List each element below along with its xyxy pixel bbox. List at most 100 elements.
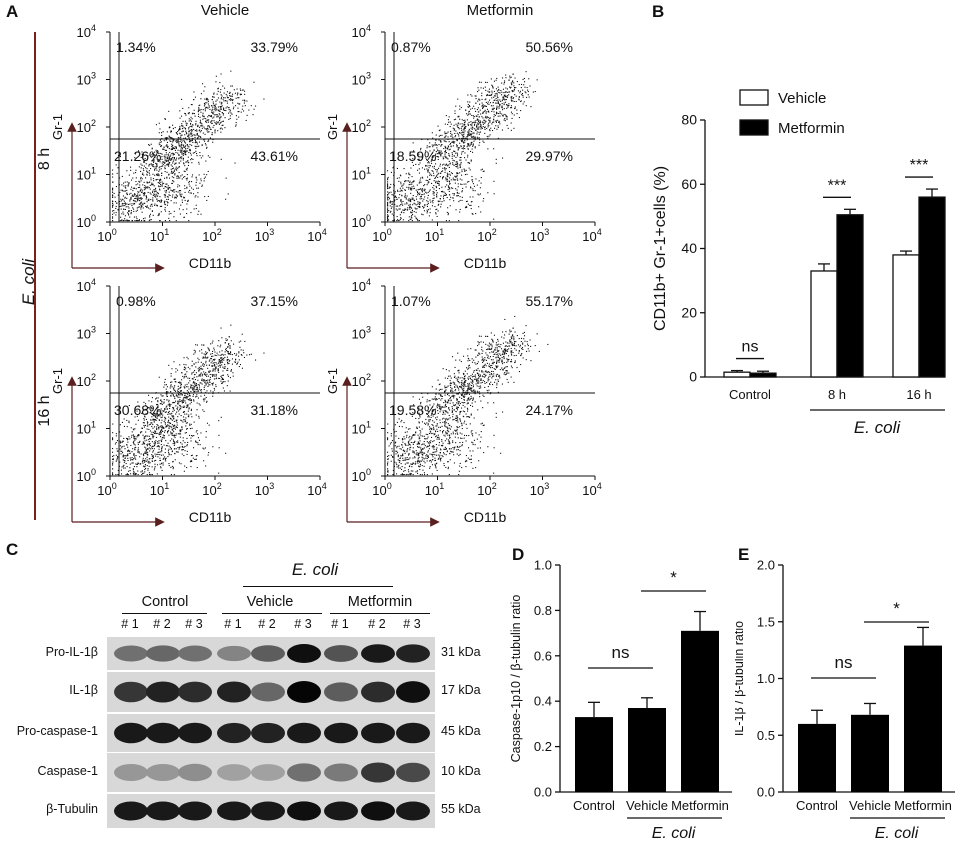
y-axis-label: Caspase-1p10 / β-tubulin ratio bbox=[509, 595, 523, 763]
y-tick-label: 1.0 bbox=[534, 558, 552, 573]
flow-dots bbox=[387, 71, 538, 222]
x-tick-label: Control bbox=[573, 798, 615, 813]
quadrant-ll-pct: 21.26% bbox=[114, 148, 161, 164]
blot-kda-label: 17 kDa bbox=[441, 683, 481, 697]
quadrant-ur-pct: 50.56% bbox=[526, 39, 573, 55]
flow-dots bbox=[112, 70, 265, 222]
group-label: E. coli bbox=[652, 825, 696, 842]
blot-band bbox=[361, 644, 395, 663]
blot-band bbox=[324, 801, 358, 821]
blot-band bbox=[324, 722, 358, 744]
blot-line-vehicle bbox=[222, 613, 322, 615]
blot-kda-label: 31 kDa bbox=[441, 644, 481, 659]
blot-kda-label: 45 kDa bbox=[441, 724, 481, 738]
chart-d-svg: 0.0 0.2 0.4 0.6 0.8 1.0 Control Vehicle Metformi… bbox=[509, 558, 732, 842]
bar-metformin bbox=[836, 214, 864, 378]
lane-label: # 3 bbox=[185, 617, 203, 631]
blot-band bbox=[251, 722, 285, 744]
lane-label: # 2 bbox=[368, 617, 386, 631]
blot-band bbox=[396, 762, 430, 783]
y-tick-label: 101 bbox=[77, 166, 96, 183]
blot-band bbox=[251, 764, 285, 781]
y-tick-label: 0 bbox=[689, 369, 697, 385]
legend-label-vehicle: Vehicle bbox=[778, 90, 826, 107]
blot-band bbox=[114, 681, 148, 703]
x-tick-label: 103 bbox=[255, 481, 274, 498]
x-axis-title: CD11b bbox=[189, 255, 232, 271]
blot-band bbox=[217, 645, 251, 662]
y-tick-label: 2.0 bbox=[757, 558, 775, 573]
quadrant-ur-pct: 33.79% bbox=[251, 39, 298, 55]
y-tick-label: 103 bbox=[77, 325, 96, 342]
blot-band bbox=[287, 763, 321, 782]
blot-strip bbox=[107, 672, 435, 712]
lane-label: # 1 bbox=[121, 617, 139, 631]
significance-label: * bbox=[893, 599, 900, 618]
blot-band bbox=[217, 681, 251, 703]
y-axis-title: Gr-1 bbox=[325, 368, 340, 394]
lane-label: # 3 bbox=[403, 617, 421, 631]
y-tick-label: 101 bbox=[352, 166, 371, 183]
group-divider-line bbox=[34, 32, 36, 520]
lane-label: # 1 bbox=[331, 617, 349, 631]
flow-dots bbox=[112, 324, 265, 476]
bar bbox=[851, 714, 889, 792]
chart-e: 0.0 0.5 1.0 1.5 2.0 Control Vehicle Metformin ns… bbox=[735, 558, 955, 842]
significance-label: ns bbox=[612, 643, 630, 662]
blot-band bbox=[114, 645, 148, 662]
y-tick-label: 0.4 bbox=[534, 694, 552, 709]
y-tick-label: 104 bbox=[352, 277, 371, 294]
quadrant-ul-pct: 1.34% bbox=[116, 39, 156, 55]
bar-vehicle bbox=[810, 270, 838, 378]
x-tick-label: 103 bbox=[530, 481, 549, 498]
x-tick-label: Vehicle bbox=[626, 798, 668, 813]
bar bbox=[798, 723, 836, 792]
bar bbox=[575, 717, 613, 792]
blot-ecoli-header: E. coli bbox=[291, 560, 339, 579]
blot-band bbox=[146, 801, 180, 821]
blot-band bbox=[361, 801, 395, 821]
y-tick-label: 104 bbox=[77, 23, 96, 40]
y-tick-label: 0.8 bbox=[534, 603, 552, 618]
blot-band bbox=[287, 801, 321, 821]
flow-dots bbox=[387, 315, 549, 476]
col-title-vehicle: Vehicle bbox=[200, 2, 250, 19]
x-tick-label: 101 bbox=[150, 227, 169, 244]
y-tick-label: 102 bbox=[77, 118, 96, 135]
y-tick-label: 103 bbox=[77, 71, 96, 88]
y-tick-label: 103 bbox=[352, 325, 371, 342]
chart-b-svg: 0 20 40 60 80 Control ns 8 h *** 16 h *** E. coli CD… bbox=[652, 89, 946, 437]
legend-swatch-vehicle bbox=[739, 89, 769, 106]
y-tick-label: 0.0 bbox=[757, 785, 775, 800]
blot-group-vehicle: Vehicle bbox=[246, 594, 294, 610]
y-tick-label: 102 bbox=[352, 372, 371, 389]
y-tick-label: 0.2 bbox=[534, 739, 552, 754]
blot-band bbox=[251, 801, 285, 821]
panel-label-d: D bbox=[512, 545, 525, 564]
blot-row-label: Pro-caspase-1 bbox=[16, 724, 98, 738]
blot-band bbox=[114, 801, 148, 821]
blot-band bbox=[287, 644, 321, 663]
y-tick-label: 100 bbox=[352, 467, 371, 484]
bar-vehicle bbox=[892, 254, 920, 378]
blot-band bbox=[114, 722, 148, 744]
blot-group-metformin: Metformin bbox=[347, 594, 413, 610]
x-tick-label: Vehicle bbox=[849, 798, 891, 813]
y-tick-label: 100 bbox=[352, 213, 371, 230]
bar-metformin bbox=[749, 372, 777, 378]
quadrant-lr-pct: 31.18% bbox=[251, 402, 298, 418]
blot-band bbox=[361, 722, 395, 744]
blot-line-metformin bbox=[330, 613, 430, 615]
blot-band bbox=[178, 681, 212, 703]
blot-band bbox=[324, 645, 358, 662]
blot-band bbox=[114, 763, 148, 782]
blot-band bbox=[251, 682, 285, 702]
bar-vehicle bbox=[723, 371, 751, 378]
blot-kda-label: 55 kDa bbox=[441, 802, 481, 816]
blot-band bbox=[146, 681, 180, 703]
y-tick-label: 60 bbox=[681, 176, 697, 192]
blot-strip bbox=[107, 794, 435, 828]
bar-metformin bbox=[918, 196, 946, 378]
